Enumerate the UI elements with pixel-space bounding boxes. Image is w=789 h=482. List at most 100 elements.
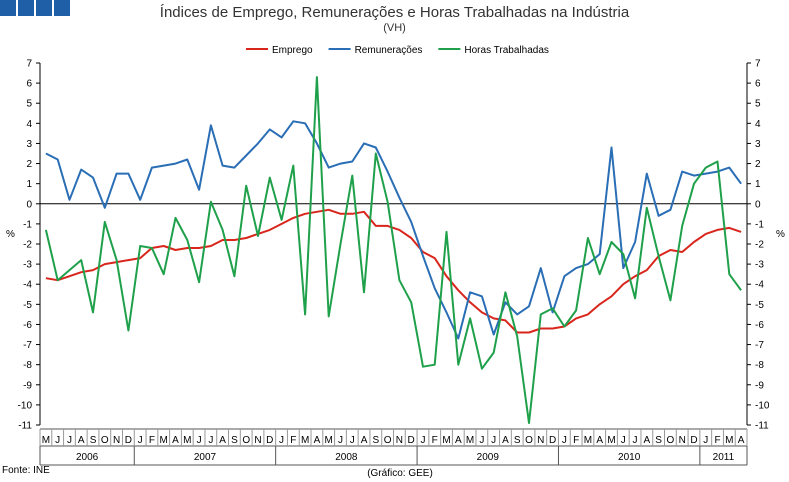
y-tick-label-right: 7 bbox=[755, 59, 761, 70]
month-tick-label: M bbox=[584, 435, 592, 446]
month-tick-label: O bbox=[242, 435, 250, 446]
month-tick-label: A bbox=[644, 435, 651, 446]
y-tick-label-right: 3 bbox=[755, 139, 761, 150]
y-tick-label-left: -3 bbox=[23, 260, 32, 271]
month-tick-label: D bbox=[125, 435, 132, 446]
month-tick-label: J bbox=[138, 435, 143, 446]
month-tick-label: D bbox=[690, 435, 697, 446]
y-tick-label-right: 1 bbox=[755, 179, 761, 190]
month-tick-label: N bbox=[679, 435, 686, 446]
y-tick-label-left: -7 bbox=[23, 340, 32, 351]
month-tick-label: N bbox=[396, 435, 403, 446]
month-tick-label: M bbox=[607, 435, 615, 446]
month-tick-label: A bbox=[502, 435, 509, 446]
month-tick-label: J bbox=[703, 435, 708, 446]
brand-logo-square-3 bbox=[36, 0, 52, 16]
month-tick-label: J bbox=[338, 435, 343, 446]
month-tick-label: J bbox=[279, 435, 284, 446]
month-tick-label: M bbox=[183, 435, 191, 446]
y-tick-label-left: 4 bbox=[26, 119, 32, 130]
month-tick-label: J bbox=[55, 435, 60, 446]
month-tick-label: A bbox=[172, 435, 179, 446]
y-tick-label-left: 3 bbox=[26, 139, 32, 150]
month-tick-label: M bbox=[42, 435, 50, 446]
y-tick-label-left: 7 bbox=[26, 59, 32, 70]
y-tick-label-right: -6 bbox=[755, 320, 764, 331]
month-tick-label: A bbox=[738, 435, 745, 446]
year-label: 2009 bbox=[477, 452, 500, 463]
month-tick-label: M bbox=[466, 435, 474, 446]
month-tick-label: J bbox=[621, 435, 626, 446]
y-tick-label-left: -2 bbox=[23, 240, 32, 251]
y-tick-label-right: 6 bbox=[755, 79, 761, 90]
brand-logo-square-2 bbox=[18, 0, 34, 16]
chart-subtitle: (VH) bbox=[383, 22, 406, 34]
month-tick-label: A bbox=[314, 435, 321, 446]
y-tick-label-left: -11 bbox=[18, 421, 32, 432]
month-tick-label: N bbox=[254, 435, 261, 446]
legend-label-2: Horas Trabalhadas bbox=[464, 45, 549, 56]
y-tick-label-right: -11 bbox=[755, 421, 769, 432]
month-tick-label: D bbox=[266, 435, 273, 446]
year-label: 2011 bbox=[713, 452, 735, 463]
brand-logo-square-1 bbox=[0, 0, 16, 16]
y-tick-label-right: -10 bbox=[755, 400, 770, 411]
month-tick-label: D bbox=[549, 435, 556, 446]
month-tick-label: J bbox=[197, 435, 202, 446]
y-tick-label-left: -9 bbox=[23, 380, 32, 391]
month-tick-label: J bbox=[479, 435, 484, 446]
y-tick-label-right: -5 bbox=[755, 300, 764, 311]
y-tick-label-left: 1 bbox=[26, 179, 32, 190]
month-tick-label: F bbox=[290, 435, 296, 446]
y-tick-label-right: -8 bbox=[755, 360, 764, 371]
month-tick-label: J bbox=[67, 435, 72, 446]
y-tick-label-right: 0 bbox=[755, 199, 761, 210]
series-line-0 bbox=[45, 208, 742, 334]
month-tick-label: S bbox=[231, 435, 238, 446]
month-tick-label: J bbox=[491, 435, 496, 446]
month-tick-label: D bbox=[408, 435, 415, 446]
month-tick-label: A bbox=[455, 435, 462, 446]
y-tick-label-right: -4 bbox=[755, 280, 764, 291]
month-tick-label: M bbox=[160, 435, 168, 446]
month-tick-label: A bbox=[78, 435, 85, 446]
legend-label-0: Emprego bbox=[272, 45, 313, 56]
y-tick-label-left: -8 bbox=[23, 360, 32, 371]
month-tick-label: O bbox=[667, 435, 675, 446]
month-tick-label: S bbox=[514, 435, 521, 446]
month-tick-label: S bbox=[372, 435, 379, 446]
legend-label-1: Remunerações bbox=[355, 45, 423, 56]
month-tick-label: M bbox=[442, 435, 450, 446]
month-tick-label: M bbox=[325, 435, 333, 446]
month-tick-label: J bbox=[562, 435, 567, 446]
month-tick-label: J bbox=[633, 435, 638, 446]
y-axis-label-left: % bbox=[6, 229, 15, 240]
y-tick-label-right: -9 bbox=[755, 380, 764, 391]
y-tick-label-right: -1 bbox=[755, 219, 764, 230]
month-tick-label: F bbox=[573, 435, 579, 446]
y-tick-label-left: 2 bbox=[26, 159, 32, 170]
month-tick-label: S bbox=[655, 435, 662, 446]
year-label: 2007 bbox=[194, 452, 217, 463]
month-tick-label: O bbox=[525, 435, 533, 446]
y-tick-label-left: -10 bbox=[18, 400, 33, 411]
chart-title: Índices de Emprego, Remunerações e Horas… bbox=[159, 4, 630, 21]
year-label: 2010 bbox=[618, 452, 641, 463]
month-tick-label: A bbox=[219, 435, 226, 446]
y-tick-label-left: -5 bbox=[23, 300, 32, 311]
chart-credit: (Gráfico: GEE) bbox=[367, 468, 433, 479]
month-tick-label: J bbox=[420, 435, 425, 446]
month-tick-label: S bbox=[90, 435, 97, 446]
y-tick-label-right: 5 bbox=[755, 99, 761, 110]
y-tick-label-right: 4 bbox=[755, 119, 761, 130]
y-tick-label-left: 0 bbox=[26, 199, 32, 210]
y-tick-label-right: 2 bbox=[755, 159, 761, 170]
month-tick-label: A bbox=[361, 435, 368, 446]
y-tick-label-right: -3 bbox=[755, 260, 764, 271]
month-tick-label: N bbox=[537, 435, 544, 446]
month-tick-label: F bbox=[149, 435, 155, 446]
y-tick-label-left: 6 bbox=[26, 79, 32, 90]
month-tick-label: J bbox=[350, 435, 355, 446]
y-tick-label-left: -1 bbox=[23, 219, 32, 230]
